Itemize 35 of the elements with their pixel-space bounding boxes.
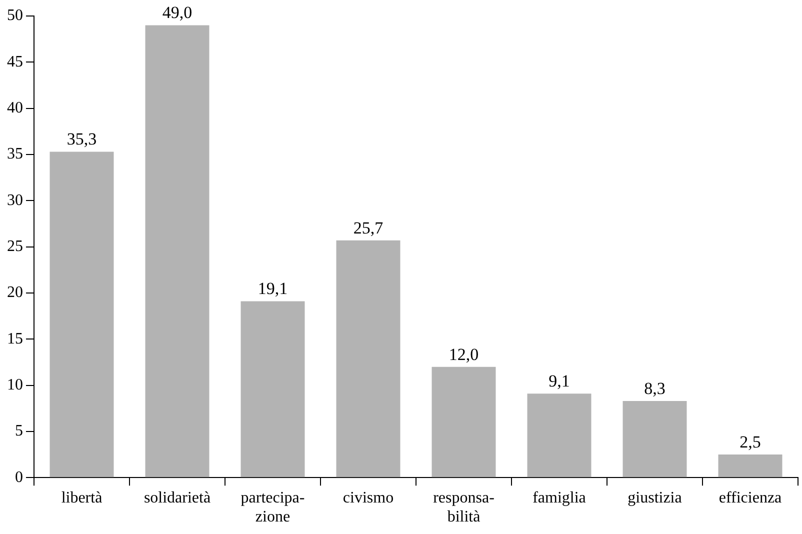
- data-label: 8,3: [644, 378, 666, 398]
- x-tick-label: solidarietà: [144, 489, 211, 506]
- y-tick-label: 10: [7, 376, 23, 394]
- bar: [336, 240, 400, 478]
- x-tick-label: civismo: [342, 489, 394, 506]
- y-tick-label: 30: [7, 192, 23, 209]
- bar: [432, 366, 496, 478]
- y-tick-label: 40: [7, 100, 23, 117]
- bar: [240, 301, 305, 478]
- y-tick-label: 15: [7, 330, 23, 348]
- y-tick-label: 20: [7, 284, 23, 302]
- data-label: 49,0: [162, 3, 192, 22]
- data-label: 12,0: [448, 344, 479, 364]
- bar: [718, 454, 782, 478]
- data-label: 35,3: [66, 130, 97, 149]
- x-tick-label: responsa- bilità: [433, 489, 494, 526]
- bar: [527, 394, 592, 478]
- data-label: 9,1: [548, 372, 570, 391]
- bar: [50, 152, 114, 478]
- y-tick-label: 25: [7, 238, 23, 256]
- bar: [622, 400, 687, 478]
- x-tick-label: libertà: [61, 489, 102, 506]
- bar: [145, 25, 210, 478]
- y-tick-label: 0: [15, 468, 23, 486]
- x-tick-label: partecipa- zione: [240, 489, 305, 526]
- y-tick-label: 45: [7, 53, 23, 70]
- data-label: 19,1: [258, 279, 288, 298]
- y-tick-label: 35: [7, 146, 23, 163]
- x-tick-label: efficienza: [718, 489, 782, 506]
- x-tick-label: famiglia: [532, 489, 586, 506]
- data-label: 2,5: [740, 432, 761, 452]
- x-tick-label: giustizia: [628, 489, 682, 506]
- y-tick-label: 5: [15, 422, 23, 440]
- data-label: 25,7: [353, 218, 384, 238]
- y-tick-label: 50: [7, 7, 23, 24]
